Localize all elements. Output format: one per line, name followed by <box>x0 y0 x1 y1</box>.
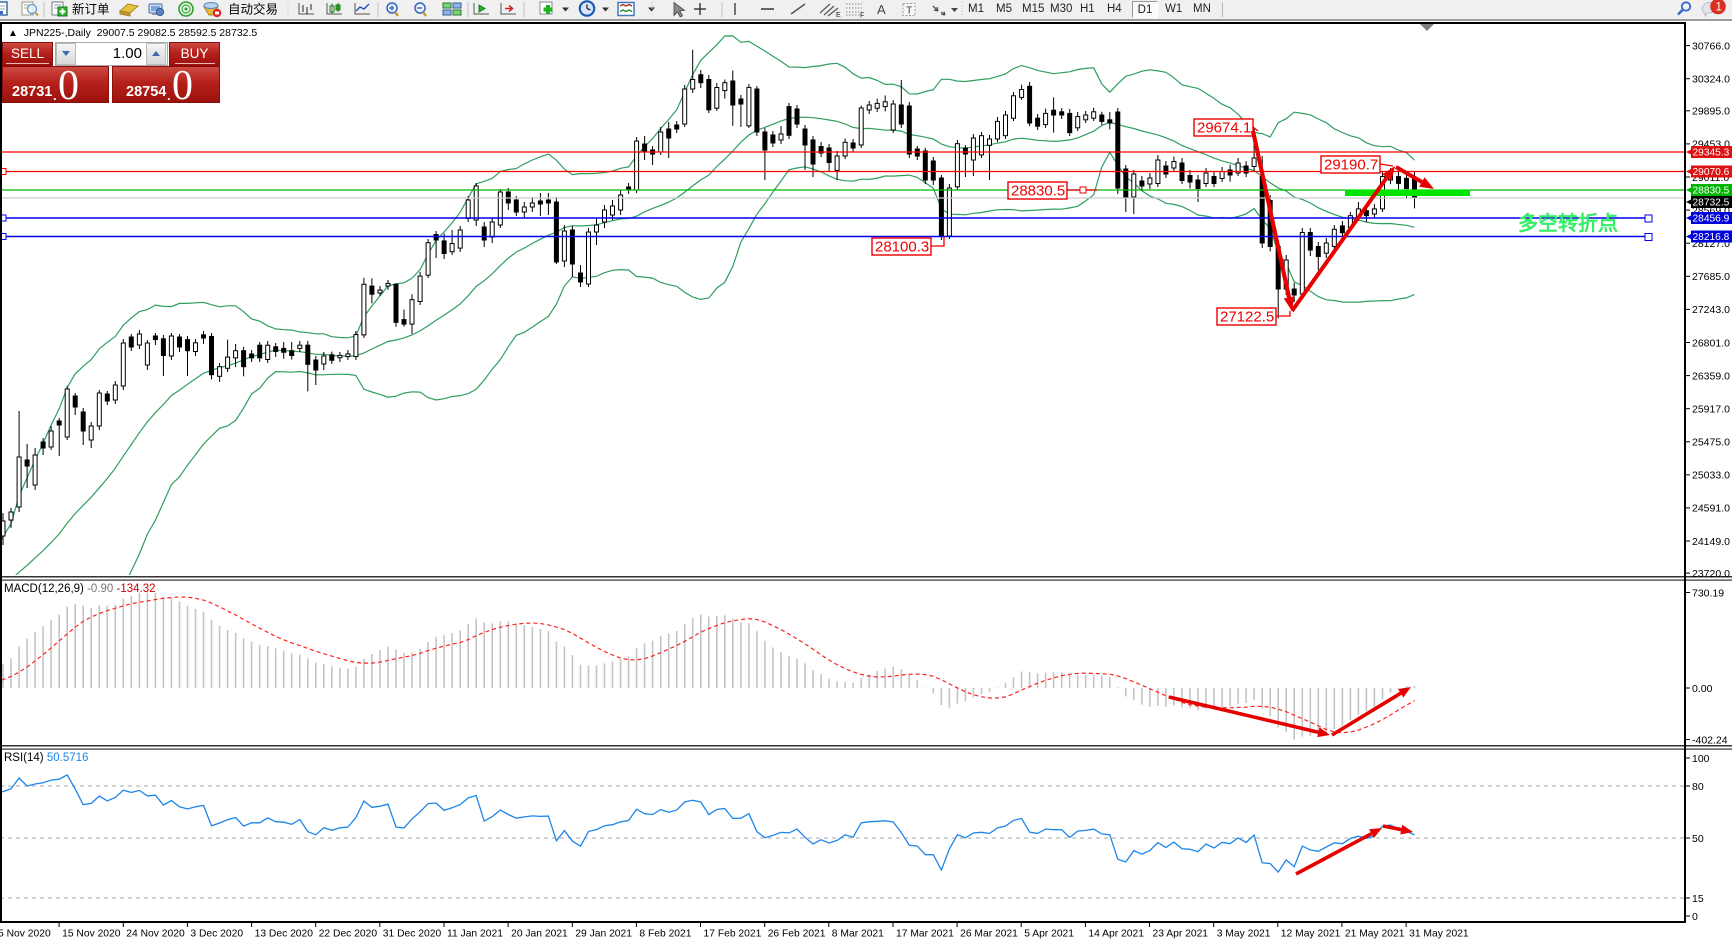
svg-text:29190.7: 29190.7 <box>1324 157 1378 174</box>
svg-text:730.19: 730.19 <box>1692 587 1724 599</box>
svg-text:E: E <box>836 12 841 19</box>
svg-text:新订单: 新订单 <box>72 2 110 17</box>
svg-text:多空转折点: 多空转折点 <box>1518 211 1618 235</box>
svg-text:28732.5: 28732.5 <box>1693 198 1730 209</box>
svg-text:27243.0: 27243.0 <box>1692 304 1730 316</box>
svg-text:21 May 2021: 21 May 2021 <box>1345 929 1405 940</box>
svg-text:15 Nov 2020: 15 Nov 2020 <box>62 929 121 940</box>
svg-text:24591.0: 24591.0 <box>1692 503 1730 515</box>
svg-text:29674.1: 29674.1 <box>1197 120 1251 137</box>
svg-text:31 Dec 2020: 31 Dec 2020 <box>383 929 442 940</box>
svg-text:24 Nov 2020: 24 Nov 2020 <box>126 929 185 940</box>
svg-text:29070.6: 29070.6 <box>1693 167 1730 178</box>
svg-text:28456.9: 28456.9 <box>1693 214 1730 225</box>
svg-text:22 Dec 2020: 22 Dec 2020 <box>319 929 378 940</box>
svg-text:80: 80 <box>1692 781 1704 793</box>
svg-text:RSI(14) 50.5716: RSI(14) 50.5716 <box>4 752 88 764</box>
svg-text:8 Feb 2021: 8 Feb 2021 <box>639 929 691 940</box>
svg-text:0: 0 <box>1692 911 1698 923</box>
svg-text:5 Nov 2020: 5 Nov 2020 <box>0 929 51 940</box>
svg-text:20 Jan 2021: 20 Jan 2021 <box>511 929 568 940</box>
svg-text:25475.0: 25475.0 <box>1692 437 1730 449</box>
svg-text:1: 1 <box>1716 2 1722 14</box>
svg-text:23 Apr 2021: 23 Apr 2021 <box>1153 929 1209 940</box>
svg-text:27685.0: 27685.0 <box>1692 271 1730 283</box>
svg-text:MACD(12,26,9) -0.90 -134.32: MACD(12,26,9) -0.90 -134.32 <box>4 583 156 595</box>
svg-text:自动交易: 自动交易 <box>228 2 278 17</box>
svg-text:F: F <box>860 13 864 20</box>
svg-text:29895.0: 29895.0 <box>1692 106 1730 118</box>
svg-text:27122.5: 27122.5 <box>1220 309 1274 326</box>
svg-text:26 Feb 2021: 26 Feb 2021 <box>768 929 826 940</box>
svg-text:29345.3: 29345.3 <box>1693 148 1730 159</box>
svg-text:28100.3: 28100.3 <box>875 239 929 256</box>
svg-text:25033.0: 25033.0 <box>1692 470 1730 482</box>
svg-text:26801.0: 26801.0 <box>1692 337 1730 349</box>
svg-text:31 May 2021: 31 May 2021 <box>1409 929 1469 940</box>
svg-text:24149.0: 24149.0 <box>1692 536 1730 548</box>
svg-text:13 Dec 2020: 13 Dec 2020 <box>255 929 314 940</box>
svg-text:12 May 2021: 12 May 2021 <box>1281 929 1341 940</box>
svg-text:17 Mar 2021: 17 Mar 2021 <box>896 929 954 940</box>
svg-text:30766.0: 30766.0 <box>1692 40 1730 52</box>
svg-text:5 Apr 2021: 5 Apr 2021 <box>1024 929 1074 940</box>
svg-text:30324.0: 30324.0 <box>1692 74 1730 86</box>
svg-text:25917.0: 25917.0 <box>1692 404 1730 416</box>
svg-text:3 Dec 2020: 3 Dec 2020 <box>190 929 243 940</box>
svg-text:28216.8: 28216.8 <box>1693 232 1730 243</box>
svg-text:3 May 2021: 3 May 2021 <box>1217 929 1271 940</box>
svg-text:50: 50 <box>1692 833 1704 845</box>
svg-text:17 Feb 2021: 17 Feb 2021 <box>704 929 762 940</box>
svg-text:T: T <box>906 5 913 17</box>
svg-text:23720.0: 23720.0 <box>1692 568 1730 580</box>
svg-text:28830.5: 28830.5 <box>1011 183 1065 200</box>
svg-text:14 Apr 2021: 14 Apr 2021 <box>1088 929 1144 940</box>
svg-text:100: 100 <box>1692 753 1710 765</box>
svg-text:15: 15 <box>1692 893 1704 905</box>
svg-text:0.00: 0.00 <box>1692 683 1713 695</box>
svg-text:11 Jan 2021: 11 Jan 2021 <box>447 929 503 940</box>
svg-text:-402.24: -402.24 <box>1692 734 1728 746</box>
svg-text:A: A <box>877 2 886 17</box>
svg-text:26359.0: 26359.0 <box>1692 370 1730 382</box>
svg-text:26 Mar 2021: 26 Mar 2021 <box>960 929 1018 940</box>
svg-text:8 Mar 2021: 8 Mar 2021 <box>832 929 884 940</box>
svg-text:28830.5: 28830.5 <box>1693 186 1730 197</box>
svg-text:29 Jan 2021: 29 Jan 2021 <box>575 929 632 940</box>
